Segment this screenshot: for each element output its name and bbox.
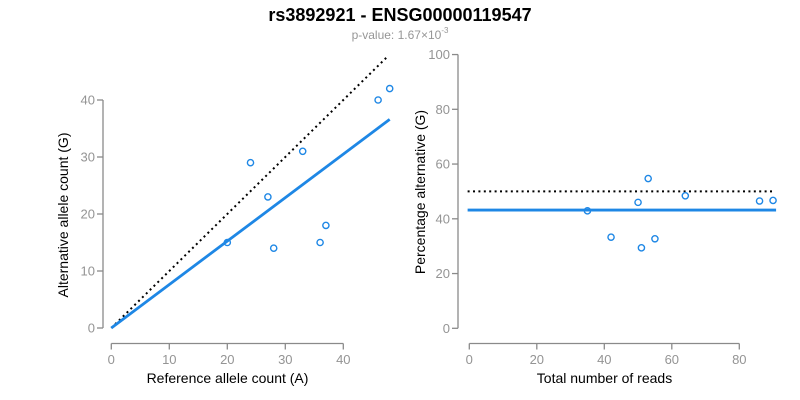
x-tick-label: 20: [530, 352, 544, 367]
data-point: [223, 238, 232, 247]
x-tick-label: 10: [162, 352, 176, 367]
x-tick-label: 40: [597, 352, 611, 367]
data-point: [264, 193, 272, 201]
p-value-text: p-value: 1.67×10: [351, 28, 442, 42]
identity-line: [110, 54, 390, 329]
right-plot-y-axis-label: Percentage alternative (G): [412, 109, 428, 275]
right-plot-x-axis-label: Total number of reads: [536, 370, 673, 386]
x-tick-label: 80: [732, 352, 746, 367]
y-tick-label: 30: [81, 150, 95, 165]
data-point: [269, 244, 278, 252]
data-point: [316, 238, 324, 247]
p-value-exponent: -3: [441, 26, 449, 35]
y-tick-label: 40: [436, 211, 450, 226]
y-tick-label: 0: [88, 321, 95, 336]
y-tick-label: 0: [443, 321, 450, 336]
x-tick-label: 0: [108, 352, 115, 367]
data-point: [644, 174, 652, 183]
data-point: [583, 207, 592, 215]
y-tick-label: 40: [81, 93, 95, 108]
figure-subtitle: p-value: 1.67×10-3: [0, 26, 800, 42]
x-tick-label: 60: [665, 352, 679, 367]
data-point: [298, 147, 307, 156]
y-tick-label: 100: [428, 47, 450, 62]
left-plot-x-axis-label: Reference allele count (A): [146, 370, 309, 386]
data-point: [681, 192, 690, 200]
x-tick-label: 20: [220, 352, 234, 367]
data-point: [607, 233, 615, 241]
data-point: [637, 244, 646, 252]
y-tick-label: 20: [81, 207, 95, 222]
fit-line: [110, 118, 391, 330]
data-point: [246, 158, 255, 167]
y-tick-label: 20: [436, 266, 450, 281]
data-point: [651, 234, 659, 243]
x-tick-label: 40: [336, 352, 350, 367]
data-point: [634, 198, 642, 207]
data-point: [322, 221, 330, 230]
data-point: [769, 196, 777, 205]
allele-counts-plot: 0 10 20 30 40 0 10 20 30 40: [81, 54, 394, 367]
data-point: [755, 197, 764, 205]
y-tick-label: 80: [436, 102, 450, 117]
x-tick-label: 0: [466, 352, 473, 367]
left-plot-y-axis-label: Alternative allele count (G): [55, 132, 71, 298]
figure-title: rs3892921 - ENSG00000119547: [268, 5, 532, 25]
x-tick-label: 30: [278, 352, 292, 367]
y-tick-label: 10: [81, 264, 95, 279]
data-point: [385, 84, 394, 93]
percentage-vs-reads-plot: 0 20 40 60 80 0 20 40 60 80 100: [428, 47, 777, 367]
y-tick-label: 60: [436, 157, 450, 172]
data-point: [374, 96, 382, 104]
